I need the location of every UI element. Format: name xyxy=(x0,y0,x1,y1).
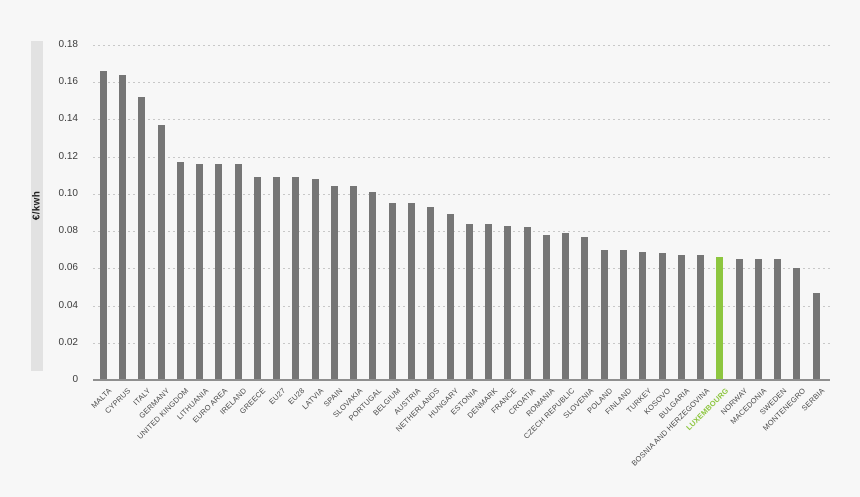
bar-belgium xyxy=(388,203,396,380)
gridline-0.06 xyxy=(93,268,831,270)
bar-cyprus xyxy=(118,74,126,380)
bar-finland xyxy=(619,249,627,380)
bar-austria xyxy=(408,203,416,380)
bar-malta xyxy=(99,71,107,380)
bar-ireland xyxy=(234,164,242,380)
bar-portugal xyxy=(369,192,377,380)
y-tick-label: 0.10 xyxy=(58,187,78,199)
bar-czech-republic xyxy=(562,232,570,380)
bar-spain xyxy=(330,186,338,380)
y-tick-label: 0.18 xyxy=(58,39,78,50)
bar-croatia xyxy=(523,227,531,380)
bar-serbia xyxy=(812,292,820,380)
gridline-0.10 xyxy=(93,193,831,195)
gridline-0.16 xyxy=(93,82,831,84)
bar-united-kingdom xyxy=(176,162,184,380)
bar-kosovo xyxy=(658,253,666,380)
bar-italy xyxy=(138,97,146,380)
y-tick-label: 0 xyxy=(72,374,78,385)
bar-euro-area xyxy=(215,164,223,380)
y-tick-label: 0.14 xyxy=(58,113,78,125)
bar-netherlands xyxy=(427,206,435,380)
y-tick-label: 0.04 xyxy=(58,299,78,311)
bar-france xyxy=(504,225,512,380)
bar-greece xyxy=(253,177,261,380)
bar-montenegro xyxy=(793,268,801,380)
bar-luxembourg xyxy=(716,257,724,380)
bar-bosnia-and-herzegovina xyxy=(697,255,705,380)
bar-estonia xyxy=(465,223,473,380)
bar-hungary xyxy=(446,214,454,380)
bar-norway xyxy=(735,259,743,380)
bar-macedonia xyxy=(754,259,762,380)
gridline-0.18 xyxy=(93,45,831,46)
bar-latvia xyxy=(311,179,319,380)
bar-sweden xyxy=(774,259,782,380)
gridline-0.02 xyxy=(93,342,831,344)
bar-turkey xyxy=(639,251,647,380)
bar-poland xyxy=(600,249,608,380)
bar-eu27 xyxy=(273,177,281,380)
bar-germany xyxy=(157,125,165,380)
bar-slovakia xyxy=(350,186,358,380)
bar-lithuania xyxy=(196,164,204,380)
bar-bulgaria xyxy=(677,255,685,380)
y-tick-label: 0.06 xyxy=(58,262,78,274)
bar-slovenia xyxy=(581,236,589,380)
y-axis-unit-band: €/kwh xyxy=(31,41,43,371)
y-tick-label: 0.02 xyxy=(58,336,78,348)
gridline-0.08 xyxy=(93,231,831,233)
bar-eu28 xyxy=(292,177,300,380)
gridline-0.04 xyxy=(93,305,831,307)
bar-romania xyxy=(542,234,550,380)
y-tick-label: 0.08 xyxy=(58,225,78,237)
x-axis-line xyxy=(93,379,830,381)
y-tick-label: 0.16 xyxy=(58,76,78,88)
gridline-0.14 xyxy=(93,119,831,121)
gridline-0.12 xyxy=(93,156,831,158)
y-tick-label: 0.12 xyxy=(58,150,78,162)
bar-denmark xyxy=(485,223,493,380)
